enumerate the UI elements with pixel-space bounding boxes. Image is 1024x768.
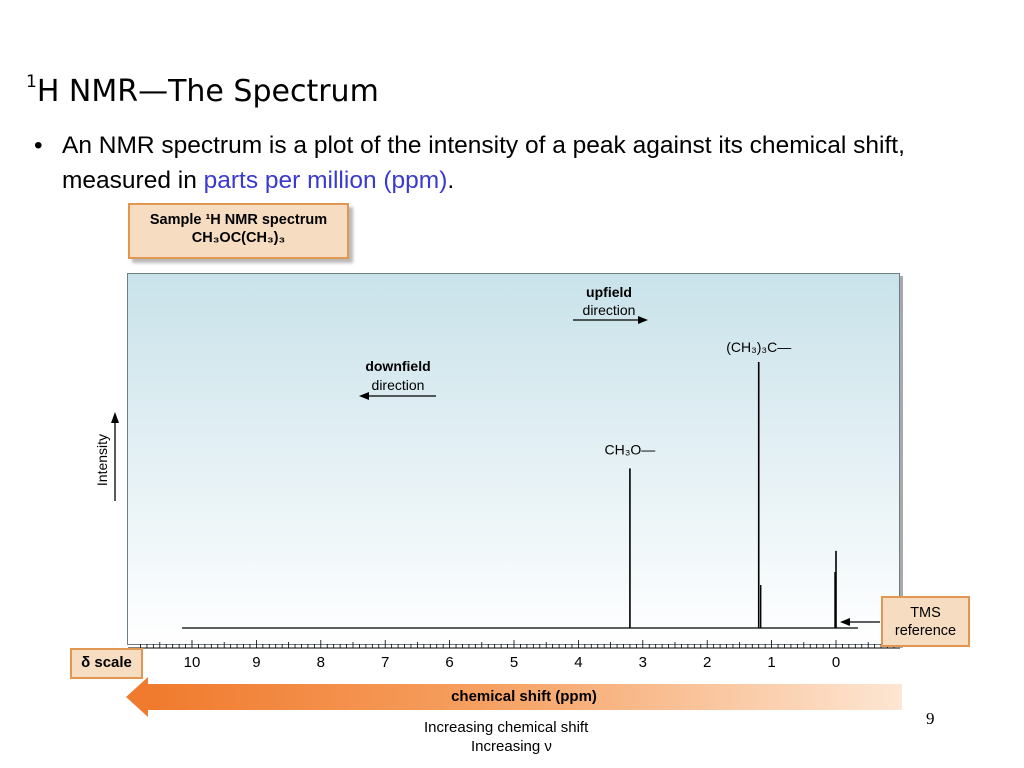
peak-label: (CH₃)₃C—	[726, 339, 791, 355]
increasing-frequency-label: Increasing ν	[471, 738, 552, 755]
tms-arrow	[840, 618, 880, 626]
x-tick-label: 7	[381, 654, 389, 671]
downfield-label: downfield	[365, 358, 430, 374]
x-tick-label: 0	[832, 654, 840, 671]
slide-title: 1H NMR—The Spectrum	[26, 72, 379, 109]
shift-arrow-head	[126, 677, 148, 717]
title-superscript: 1	[26, 72, 37, 92]
x-tick-label: 4	[574, 654, 582, 671]
bullet-body: An NMR spectrum is a plot of the intensi…	[62, 132, 905, 194]
bullet-marker: •	[34, 132, 43, 159]
upfield-label: upfield	[586, 284, 632, 300]
x-tick-label: 5	[510, 654, 518, 671]
title-text: H NMR—The Spectrum	[36, 74, 379, 109]
ppm-highlight: parts per million (ppm)	[203, 167, 448, 194]
plot-area	[127, 273, 900, 645]
x-tick-label: 6	[445, 654, 453, 671]
x-tick-label: 3	[639, 654, 647, 671]
bullet-end: .	[447, 167, 455, 194]
sample-title: Sample ¹H NMR spectrum	[149, 212, 328, 228]
x-tick-label: 9	[252, 654, 260, 671]
tms-label: TMS	[910, 605, 941, 621]
chemical-shift-arrow	[146, 684, 902, 710]
delta-scale-label: δ scale	[81, 654, 132, 671]
upfield-direction-label: direction	[583, 302, 636, 318]
intensity-axis-label: Intensity	[94, 434, 110, 486]
chemical-shift-label: chemical shift (ppm)	[451, 688, 597, 705]
x-tick-label: 1	[767, 654, 775, 671]
plot-shadow	[900, 276, 903, 648]
bullet-text: An NMR spectrum is a plot of the intensi…	[62, 128, 1007, 198]
sample-formula: CH₃OC(CH₃)₃	[191, 230, 286, 246]
x-tick-label: 10	[184, 654, 201, 671]
page-number: 9	[926, 709, 935, 728]
upfield-arrow	[573, 316, 648, 324]
intensity-arrow	[111, 412, 119, 501]
increasing-shift-label: Increasing chemical shift	[424, 719, 589, 736]
downfield-direction-label: direction	[372, 377, 425, 393]
x-tick-label: 8	[317, 654, 325, 671]
sample-label-box: Sample ¹H NMR spectrum CH₃OC(CH₃)₃	[128, 203, 349, 259]
downfield-arrow	[359, 392, 436, 400]
x-tick-label: 2	[703, 654, 711, 671]
tms-reference-label: reference	[894, 623, 957, 639]
delta-scale-box: δ scale	[70, 648, 143, 679]
peak-label: CH₃O—	[605, 441, 656, 457]
tms-reference-box: TMS reference	[881, 596, 970, 647]
